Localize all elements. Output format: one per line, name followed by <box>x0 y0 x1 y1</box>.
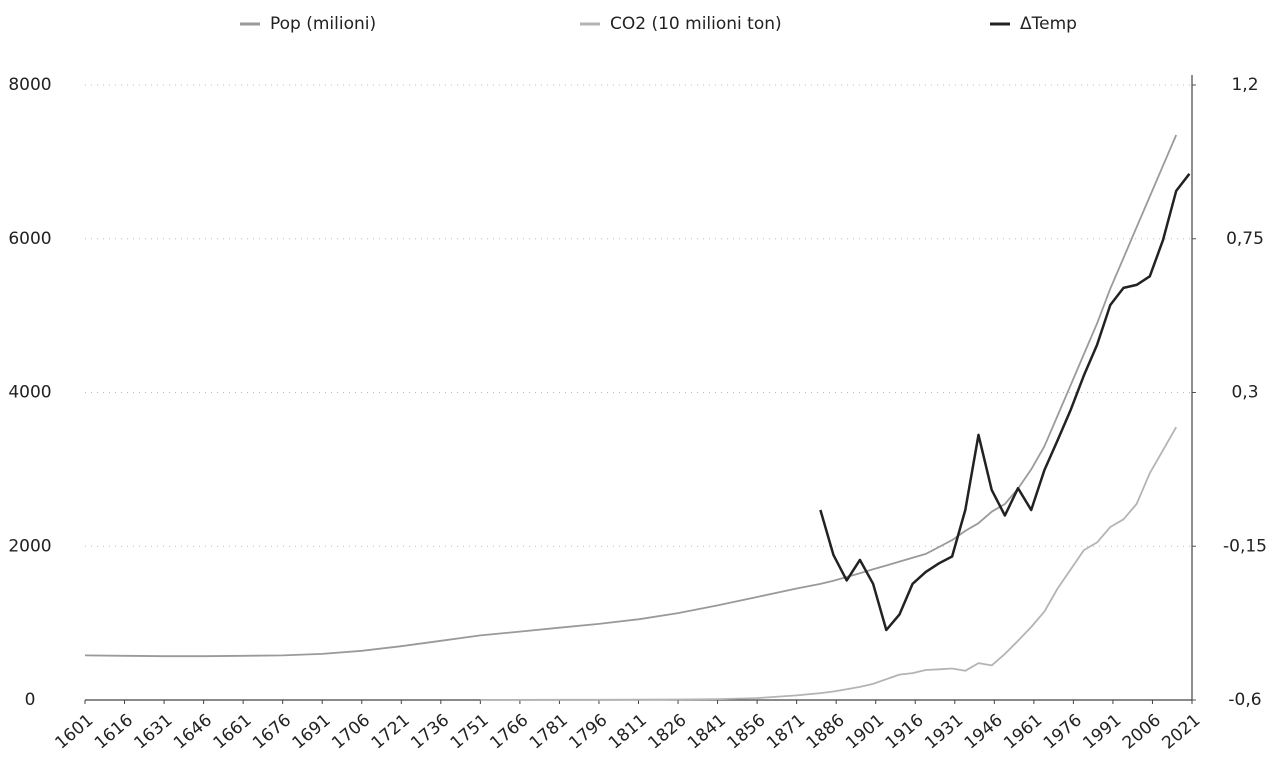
x-tick-label: 1916 <box>882 710 928 753</box>
series-line <box>819 173 1191 632</box>
x-tick-label: 2006 <box>1119 710 1165 753</box>
x-tick-label: 1691 <box>289 710 335 753</box>
x-tick-label: 1826 <box>644 710 690 753</box>
x-tick-label: 1796 <box>565 710 611 753</box>
y2-tick-label: -0,15 <box>1223 536 1267 556</box>
x-tick-label: 1871 <box>763 710 809 753</box>
y2-tick-label: -0,6 <box>1228 690 1261 710</box>
x-tick-label: 1781 <box>526 710 572 753</box>
y-tick-label: 6000 <box>8 229 51 249</box>
x-tick-label: 1751 <box>447 710 493 753</box>
y-tick-label: 8000 <box>8 75 51 95</box>
x-tick-label: 1721 <box>368 710 414 753</box>
x-tick-label: 1616 <box>91 710 137 753</box>
x-tick-label: 1811 <box>605 710 651 753</box>
legend-label: ΔTemp <box>1020 14 1077 34</box>
legend-label: CO2 (10 milioni ton) <box>610 14 782 34</box>
x-tick-label: 1841 <box>684 710 730 753</box>
x-tick-label: 1631 <box>131 710 177 753</box>
x-tick-label: 1991 <box>1079 710 1125 753</box>
x-tick-label: 1976 <box>1040 710 1086 753</box>
x-tick-label: 1676 <box>249 710 295 753</box>
x-tick-label: 1661 <box>210 710 256 753</box>
legend-label: Pop (milioni) <box>270 14 376 34</box>
x-tick-label: 1601 <box>51 710 97 753</box>
x-tick-label: 1901 <box>842 710 888 753</box>
y2-tick-label: 0,3 <box>1231 383 1258 403</box>
x-tick-label: 1646 <box>170 710 216 753</box>
x-tick-label: 2021 <box>1158 710 1204 753</box>
series-line <box>84 134 1178 658</box>
x-tick-label: 1706 <box>328 710 374 753</box>
x-tick-label: 1946 <box>961 710 1007 753</box>
x-tick-label: 1766 <box>486 710 532 753</box>
x-tick-label: 1886 <box>803 710 849 753</box>
y2-tick-label: 0,75 <box>1226 229 1264 249</box>
x-tick-label: 1931 <box>921 710 967 753</box>
y-tick-label: 0 <box>25 690 36 710</box>
y-tick-label: 4000 <box>8 383 51 403</box>
x-tick-label: 1736 <box>407 710 453 753</box>
series-line <box>480 426 1177 701</box>
x-tick-label: 1856 <box>724 710 770 753</box>
x-tick-label: 1961 <box>1000 710 1046 753</box>
y-tick-label: 2000 <box>8 536 51 556</box>
y2-tick-label: 1,2 <box>1231 75 1258 95</box>
